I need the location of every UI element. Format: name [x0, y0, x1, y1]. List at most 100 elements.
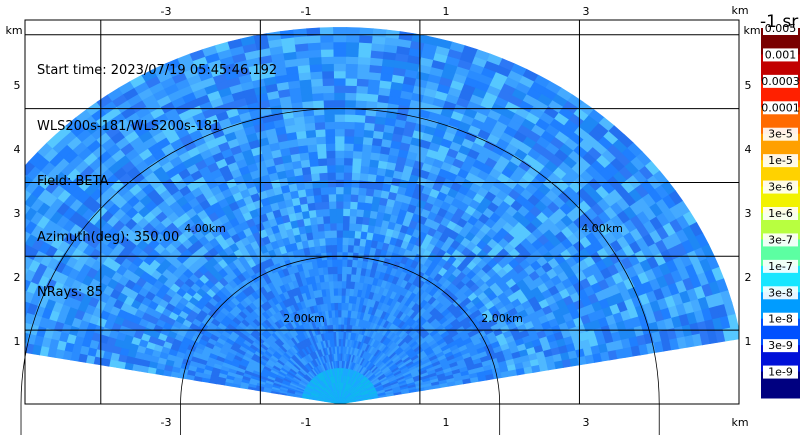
range-gate: [345, 48, 360, 58]
range-gate: [314, 121, 326, 131]
range-gate: [333, 280, 339, 289]
colorbar-label-bg: [763, 207, 798, 220]
range-gate: [364, 114, 377, 124]
colorbar-label-bg: [763, 101, 798, 115]
range-gate: [318, 164, 329, 174]
range-gate: [324, 113, 336, 123]
range-gate: [0, 201, 4, 215]
range-gate: [0, 267, 2, 280]
range-gate: [321, 193, 330, 203]
range-gate: [5, 236, 18, 249]
range-gate: [314, 201, 324, 211]
range-gate: [346, 27, 361, 36]
range-gate: [333, 48, 347, 57]
range-gate: [333, 34, 348, 43]
range-gate: [372, 28, 388, 38]
range-gate: [354, 121, 366, 131]
range-gate: [330, 237, 338, 246]
range-gate: [342, 222, 351, 231]
range-gate: [307, 41, 322, 51]
range-gate: [333, 295, 339, 304]
range-gate: [0, 316, 9, 328]
range-gate: [356, 85, 369, 94]
y-tick-label: 4: [745, 143, 752, 156]
range-gate: [333, 41, 347, 50]
range-rings: [20, 108, 660, 435]
range-gate: [338, 331, 342, 340]
range-gate: [342, 237, 350, 246]
range-gate: [0, 205, 11, 219]
range-gate: [344, 121, 356, 130]
range-gate: [357, 56, 372, 66]
range-gate: [7, 250, 19, 263]
range-gate: [360, 158, 371, 167]
x-unit-label: km: [731, 4, 748, 17]
range-gate: [317, 157, 328, 167]
range-gate: [342, 258, 349, 267]
range-gate: [13, 320, 23, 332]
range-gate: [311, 172, 321, 182]
range-gate: [6, 318, 16, 330]
colorbar-label: 1e-7: [768, 260, 793, 273]
range-gate: [306, 136, 318, 146]
range-gate: [362, 136, 374, 146]
range-gate: [354, 128, 365, 138]
range-gate: [337, 266, 343, 275]
range-gate: [1, 306, 12, 318]
range-gate: [25, 217, 31, 230]
x-tick-label: -3: [161, 416, 172, 429]
range-gate: [329, 287, 335, 297]
range-gate: [25, 332, 29, 344]
nrays: NRays: 85: [37, 285, 103, 300]
colorbar-label: 0.005: [765, 22, 797, 35]
colorbar-label-bg: [763, 127, 798, 141]
range-gate: [309, 158, 320, 167]
range-gate: [336, 237, 344, 245]
range-gate: [320, 41, 335, 50]
range-gate: [310, 78, 324, 87]
range-gate: [359, 172, 370, 182]
colorbar-label: 3e-8: [768, 286, 793, 299]
range-gate: [299, 151, 310, 161]
range-gate: [515, 367, 526, 376]
range-gate: [307, 143, 319, 153]
range-gate: [0, 229, 4, 243]
range-gate: [326, 157, 337, 166]
range-gate: [367, 173, 378, 183]
range-gate: [297, 64, 311, 74]
range-gate: [321, 63, 335, 72]
range-gate: [370, 151, 381, 161]
azimuth: Azimuth(deg): 350.00: [37, 229, 180, 245]
range-gate: [355, 92, 369, 102]
range-gate: [333, 70, 347, 79]
range-gate: [310, 223, 319, 233]
colorbar-units: -1 sr: [760, 12, 798, 32]
range-gate: [372, 137, 384, 147]
range-gate: [322, 77, 335, 87]
range-gate: [300, 159, 311, 168]
range-gate: [0, 291, 1, 304]
field-name: Field: BETA: [37, 174, 109, 189]
range-gate: [336, 229, 344, 238]
range-gate: [323, 99, 336, 108]
range-gate: [308, 151, 319, 160]
range-gate: [343, 193, 352, 202]
range-gate: [343, 171, 353, 181]
range-gate: [0, 257, 7, 270]
range-gate: [345, 56, 359, 65]
range-gate: [312, 187, 322, 196]
range-gate: [0, 270, 9, 283]
colorbar-label: 3e-5: [768, 128, 793, 141]
range-gate: [321, 201, 331, 210]
range-gate: [333, 27, 348, 36]
range-gate: [335, 135, 346, 144]
x-tick-label: -3: [161, 5, 172, 18]
range-gate: [346, 34, 361, 43]
range-gate: [25, 300, 31, 313]
range-gate: [351, 172, 362, 181]
range-gate: [342, 266, 348, 275]
range-ring-labels: 4.00km 4.00km 2.00km 2.00km: [184, 222, 623, 325]
range-gate: [352, 164, 362, 174]
range-gate: [335, 164, 345, 173]
range-gate: [371, 144, 382, 154]
